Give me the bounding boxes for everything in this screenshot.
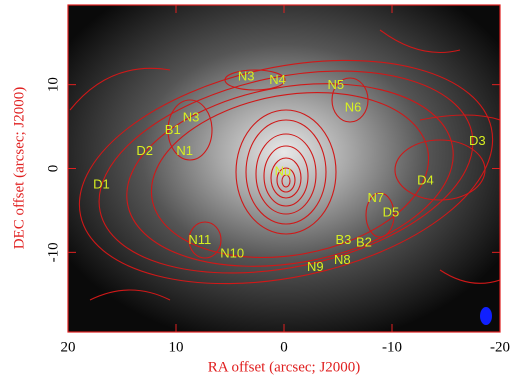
region-label: N1: [176, 143, 193, 158]
contours: [69, 29, 500, 301]
y-axis-label: DEC offset (arcsec; J2000): [11, 87, 27, 250]
region-label: D1: [93, 177, 110, 192]
y-tick-label: -10: [45, 242, 61, 262]
region-label: N6: [345, 100, 362, 115]
region-label: N8: [334, 252, 351, 267]
region-label: N4: [269, 72, 286, 87]
region-label: D4: [417, 173, 434, 188]
region-label: N3: [183, 110, 200, 125]
region-label: N11: [188, 232, 211, 247]
region-label: D3: [469, 133, 486, 148]
region-label: N7: [367, 190, 384, 205]
x-tick-label: -10: [382, 339, 402, 355]
region-label: B2: [356, 235, 372, 250]
region-label: D2: [136, 143, 153, 158]
region-label: N9: [307, 259, 324, 274]
x-tick-label: -20: [490, 339, 510, 355]
x-tick-label: 0: [280, 339, 288, 355]
x-tick-label: 20: [61, 339, 76, 355]
region-label: B1: [165, 122, 181, 137]
region-label: N5: [328, 77, 345, 92]
region-label: N3: [238, 69, 255, 84]
x-axis-label: RA offset (arcsec; J2000): [208, 359, 361, 375]
x-tick-label: 10: [169, 339, 184, 355]
region-label: Nu: [275, 163, 292, 178]
region-label: N10: [220, 245, 244, 260]
beam: [480, 307, 492, 325]
y-tick-label: 0: [45, 165, 61, 173]
region-label: D5: [383, 204, 400, 219]
region-label: B3: [335, 232, 351, 247]
y-tick-label: 10: [45, 77, 61, 92]
